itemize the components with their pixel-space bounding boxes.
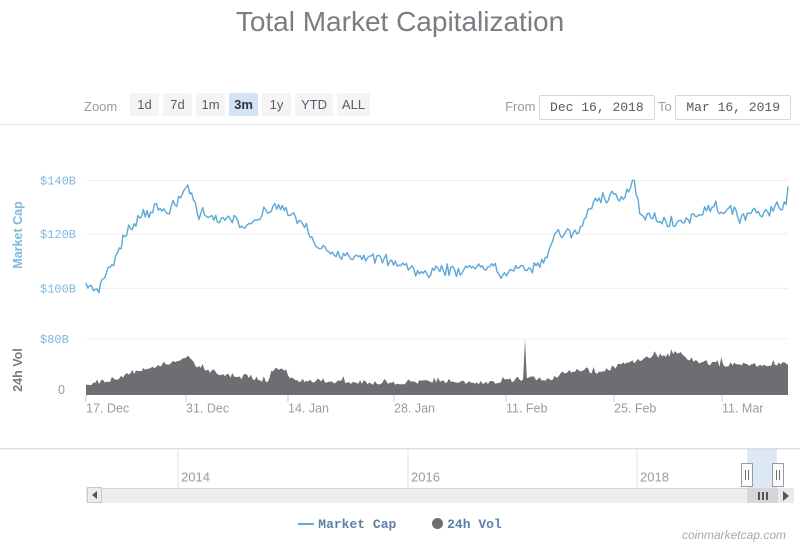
- svg-text:14. Jan: 14. Jan: [288, 402, 329, 416]
- svg-text:17. Dec: 17. Dec: [86, 402, 129, 416]
- svg-text:31. Dec: 31. Dec: [186, 402, 229, 416]
- svg-text:0: 0: [58, 383, 65, 397]
- svg-text:Market Cap: Market Cap: [11, 201, 25, 269]
- svg-text:2018: 2018: [640, 469, 669, 484]
- svg-text:$120B: $120B: [40, 228, 76, 242]
- svg-text:$80B: $80B: [40, 333, 69, 347]
- svg-text:24h Vol: 24h Vol: [11, 348, 25, 392]
- svg-text:2016: 2016: [411, 469, 440, 484]
- svg-text:11. Mar: 11. Mar: [722, 402, 763, 416]
- svg-text:$140B: $140B: [40, 175, 76, 189]
- svg-text:25. Feb: 25. Feb: [614, 402, 656, 416]
- svg-text:11. Feb: 11. Feb: [506, 402, 548, 416]
- svg-text:2014: 2014: [181, 469, 210, 484]
- svg-text:$100B: $100B: [40, 282, 76, 296]
- svg-text:28. Jan: 28. Jan: [394, 402, 435, 416]
